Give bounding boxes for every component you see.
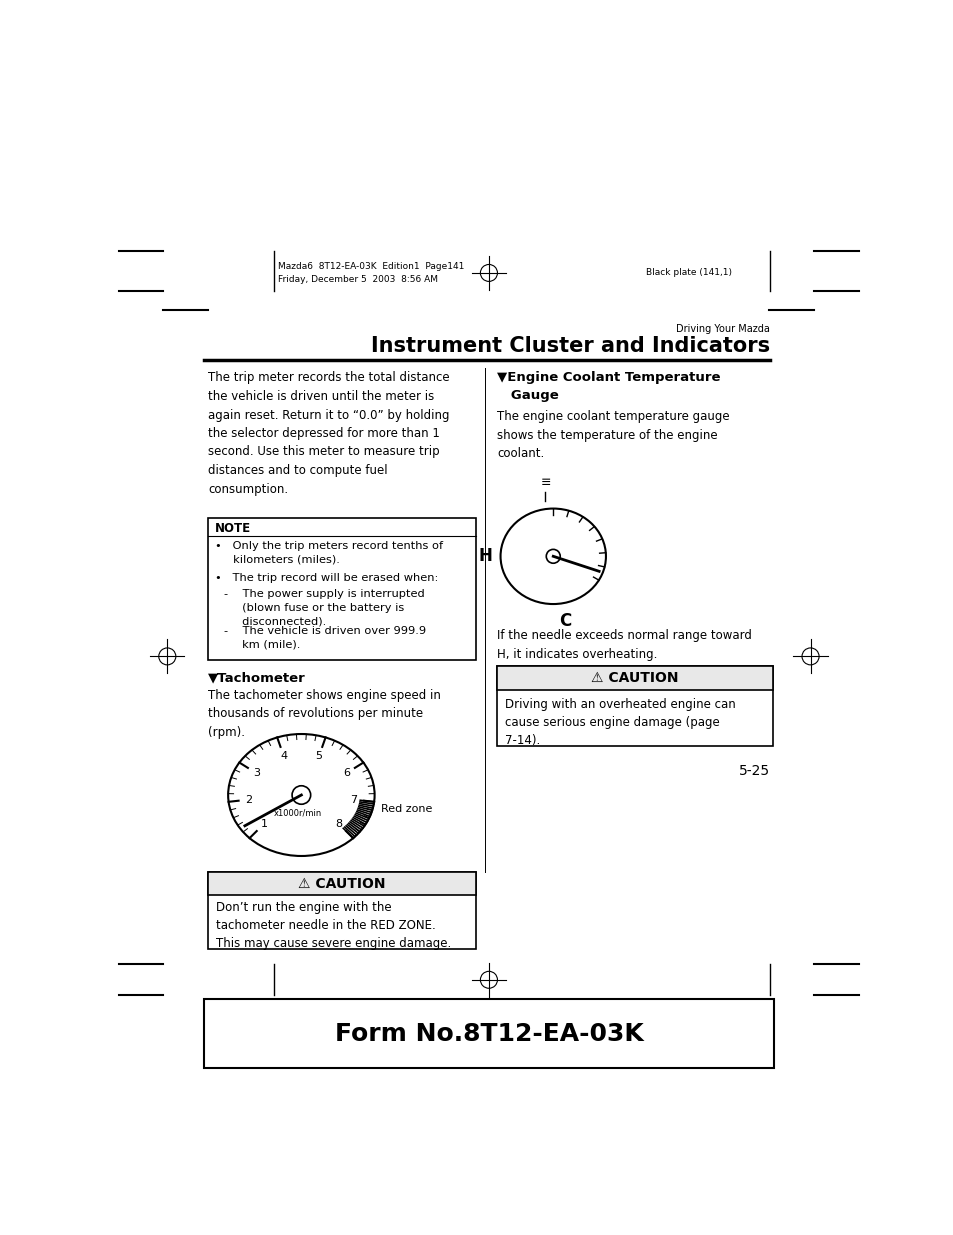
- Text: 2: 2: [245, 794, 252, 804]
- Text: •   The trip record will be erased when:: • The trip record will be erased when:: [214, 573, 437, 583]
- Bar: [208, 872, 476, 948]
- Text: If the needle exceeds normal range toward
H, it indicates overheating.: If the needle exceeds normal range towar…: [497, 630, 752, 661]
- Text: ▼Tachometer: ▼Tachometer: [208, 672, 306, 684]
- Bar: [497, 666, 772, 746]
- Text: Driving with an overheated engine can
cause serious engine damage (page
7-14).: Driving with an overheated engine can ca…: [505, 698, 735, 747]
- Text: Mazda6  8T12-EA-03K  Edition1  Page141
Friday, December 5  2003  8:56 AM: Mazda6 8T12-EA-03K Edition1 Page141 Frid…: [278, 262, 464, 284]
- Text: ⚠ CAUTION: ⚠ CAUTION: [298, 877, 385, 890]
- Text: 3: 3: [253, 768, 259, 778]
- Text: The tachometer shows engine speed in
thousands of revolutions per minute
(rpm).: The tachometer shows engine speed in tho…: [208, 689, 441, 739]
- Text: -    The power supply is interrupted
     (blown fuse or the battery is
     dis: - The power supply is interrupted (blown…: [224, 589, 424, 626]
- Text: Black plate (141,1): Black plate (141,1): [645, 268, 732, 277]
- Bar: [208, 517, 476, 661]
- Text: 8: 8: [335, 819, 342, 829]
- Text: C: C: [558, 611, 571, 630]
- Bar: [204, 999, 773, 1068]
- Text: Red zone: Red zone: [380, 804, 432, 814]
- Text: x1000r/min: x1000r/min: [274, 809, 322, 818]
- Text: The trip meter records the total distance
the vehicle is driven until the meter : The trip meter records the total distanc…: [208, 372, 450, 495]
- Text: Driving Your Mazda: Driving Your Mazda: [676, 324, 769, 333]
- Text: •   Only the trip meters record tenths of
     kilometers (miles).: • Only the trip meters record tenths of …: [214, 541, 442, 564]
- Text: 4: 4: [280, 751, 287, 761]
- Text: Don’t run the engine with the
tachometer needle in the RED ZONE.
This may cause : Don’t run the engine with the tachometer…: [216, 902, 451, 950]
- Text: -    The vehicle is driven over 999.9
     km (mile).: - The vehicle is driven over 999.9 km (m…: [224, 626, 426, 650]
- Text: 1: 1: [260, 819, 267, 829]
- Text: The engine coolant temperature gauge
shows the temperature of the engine
coolant: The engine coolant temperature gauge sho…: [497, 410, 729, 459]
- Text: 6: 6: [342, 768, 350, 778]
- Text: ▼Engine Coolant Temperature
   Gauge: ▼Engine Coolant Temperature Gauge: [497, 372, 720, 401]
- Text: 7: 7: [350, 794, 357, 804]
- Text: H: H: [477, 547, 492, 566]
- Text: NOTE: NOTE: [214, 522, 251, 536]
- Text: Form No.8T12-EA-03K: Form No.8T12-EA-03K: [335, 1021, 642, 1046]
- Text: 5: 5: [315, 751, 322, 761]
- Bar: [208, 872, 476, 895]
- Text: 5-25: 5-25: [739, 764, 769, 778]
- Text: Instrument Cluster and Indicators: Instrument Cluster and Indicators: [371, 336, 769, 356]
- Text: ⚠ CAUTION: ⚠ CAUTION: [591, 671, 678, 685]
- Bar: [497, 666, 772, 690]
- Text: ≡: ≡: [539, 477, 550, 489]
